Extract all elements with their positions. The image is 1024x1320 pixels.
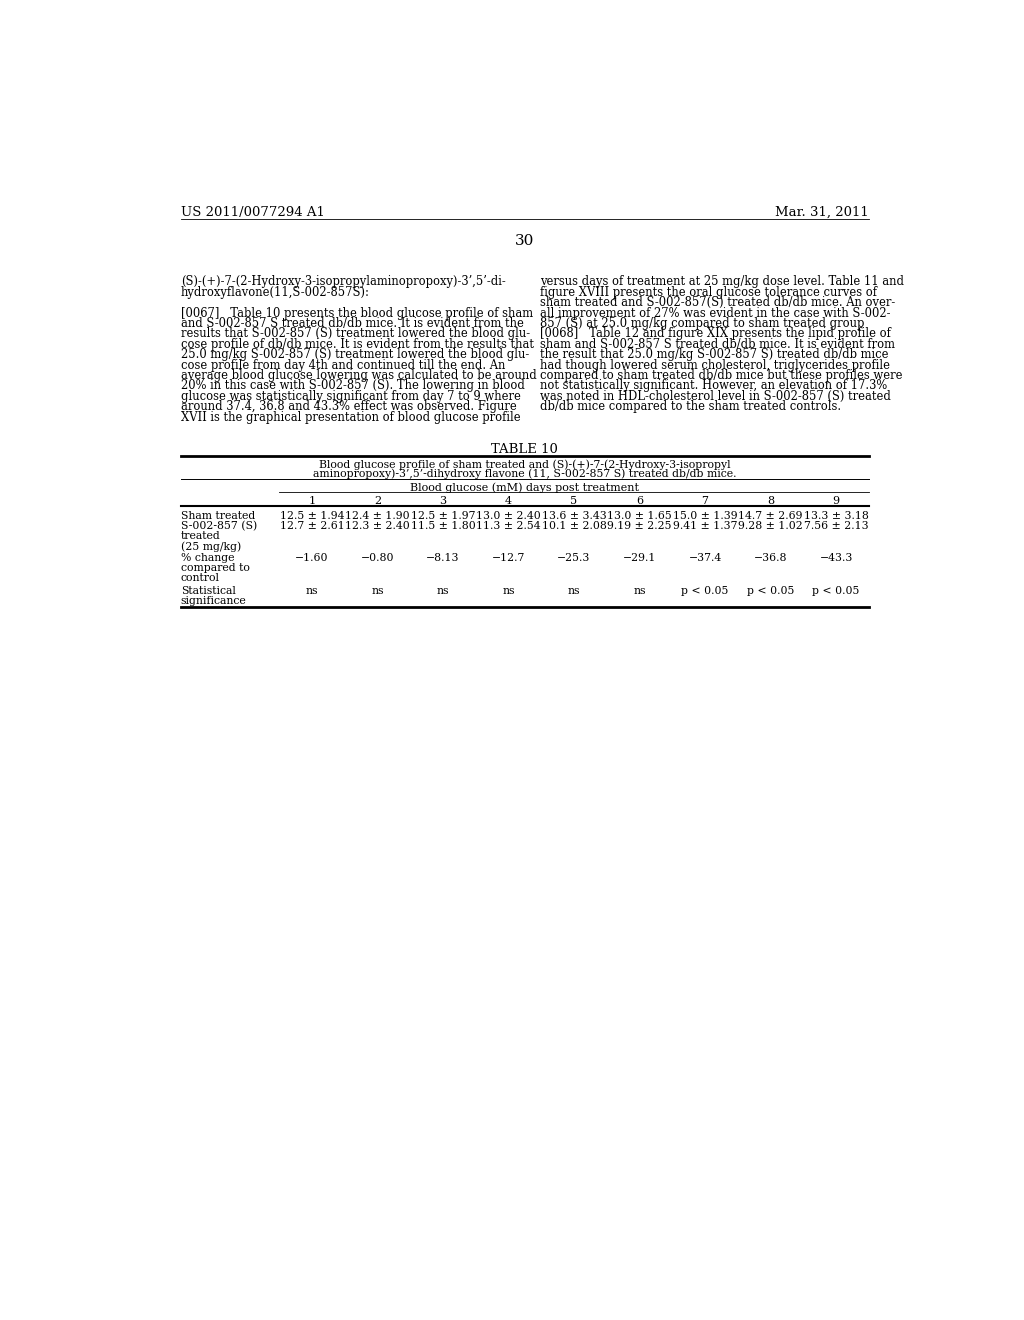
Text: 30: 30	[515, 234, 535, 248]
Text: ns: ns	[436, 586, 450, 595]
Text: −43.3: −43.3	[819, 553, 853, 564]
Text: control: control	[180, 573, 220, 583]
Text: 3: 3	[439, 496, 446, 506]
Text: Blood glucose (mM) days post treatment: Blood glucose (mM) days post treatment	[411, 483, 639, 494]
Text: 12.7 ± 2.61: 12.7 ± 2.61	[280, 521, 344, 531]
Text: (25 mg/kg): (25 mg/kg)	[180, 541, 241, 552]
Text: 7: 7	[701, 496, 709, 506]
Text: significance: significance	[180, 595, 247, 606]
Text: [0067]   Table 10 presents the blood glucose profile of sham: [0067] Table 10 presents the blood gluco…	[180, 306, 532, 319]
Text: ns: ns	[633, 586, 646, 595]
Text: 5: 5	[570, 496, 578, 506]
Text: not statistically significant. However, an elevation of 17.3%: not statistically significant. However, …	[541, 379, 888, 392]
Text: −29.1: −29.1	[623, 553, 656, 564]
Text: −1.60: −1.60	[295, 553, 329, 564]
Text: 1: 1	[308, 496, 315, 506]
Text: the result that 25.0 mg/kg S-002-857 S) treated db/db mice: the result that 25.0 mg/kg S-002-857 S) …	[541, 348, 889, 362]
Text: 857 (S) at 25.0 mg/kg compared to sham treated group: 857 (S) at 25.0 mg/kg compared to sham t…	[541, 317, 864, 330]
Text: −36.8: −36.8	[754, 553, 787, 564]
Text: ns: ns	[305, 586, 318, 595]
Text: sham and S-002-857 S treated db/db mice. It is evident from: sham and S-002-857 S treated db/db mice.…	[541, 338, 895, 351]
Text: −12.7: −12.7	[492, 553, 525, 564]
Text: 9.41 ± 1.37: 9.41 ± 1.37	[673, 521, 737, 531]
Text: Blood glucose profile of sham treated and (S)-(+)-7-(2-Hydroxy-3-isopropyl: Blood glucose profile of sham treated an…	[319, 459, 730, 470]
Text: −37.4: −37.4	[688, 553, 722, 564]
Text: 25.0 mg/kg S-002-857 (S) treatment lowered the blood glu-: 25.0 mg/kg S-002-857 (S) treatment lower…	[180, 348, 529, 362]
Text: p < 0.05: p < 0.05	[746, 586, 795, 595]
Text: 14.7 ± 2.69: 14.7 ± 2.69	[738, 511, 803, 521]
Text: versus days of treatment at 25 mg/kg dose level. Table 11 and: versus days of treatment at 25 mg/kg dos…	[541, 276, 904, 289]
Text: ns: ns	[371, 586, 384, 595]
Text: [0068]   Table 12 and figure XIX presents the lipid profile of: [0068] Table 12 and figure XIX presents …	[541, 327, 891, 341]
Text: results that S-002-857 (S) treatment lowered the blood glu-: results that S-002-857 (S) treatment low…	[180, 327, 529, 341]
Text: 2: 2	[374, 496, 381, 506]
Text: Sham treated: Sham treated	[180, 511, 255, 521]
Text: TABLE 10: TABLE 10	[492, 442, 558, 455]
Text: and S-002-857 S treated db/db mice. It is evident from the: and S-002-857 S treated db/db mice. It i…	[180, 317, 523, 330]
Text: figure XVIII presents the oral glucose tolerance curves of: figure XVIII presents the oral glucose t…	[541, 286, 878, 298]
Text: −25.3: −25.3	[557, 553, 591, 564]
Text: 11.3 ± 2.54: 11.3 ± 2.54	[476, 521, 541, 531]
Text: 13.6 ± 3.43: 13.6 ± 3.43	[542, 511, 606, 521]
Text: treated: treated	[180, 531, 220, 541]
Text: all improvement of 27% was evident in the case with S-002-: all improvement of 27% was evident in th…	[541, 306, 891, 319]
Text: Statistical: Statistical	[180, 586, 236, 595]
Text: db/db mice compared to the sham treated controls.: db/db mice compared to the sham treated …	[541, 400, 842, 413]
Text: ns: ns	[567, 586, 581, 595]
Text: around 37.4, 36.8 and 43.3% effect was observed. Figure: around 37.4, 36.8 and 43.3% effect was o…	[180, 400, 516, 413]
Text: 8: 8	[767, 496, 774, 506]
Text: 6: 6	[636, 496, 643, 506]
Text: 12.5 ± 1.94: 12.5 ± 1.94	[280, 511, 344, 521]
Text: average blood glucose lowering was calculated to be around: average blood glucose lowering was calcu…	[180, 370, 537, 381]
Text: 13.0 ± 2.40: 13.0 ± 2.40	[476, 511, 541, 521]
Text: 20% in this case with S-002-857 (S). The lowering in blood: 20% in this case with S-002-857 (S). The…	[180, 379, 524, 392]
Text: 13.0 ± 1.65: 13.0 ± 1.65	[607, 511, 672, 521]
Text: S-002-857 (S): S-002-857 (S)	[180, 521, 257, 532]
Text: 9.28 ± 1.02: 9.28 ± 1.02	[738, 521, 803, 531]
Text: sham treated and S-002-857(S) treated db/db mice. An over-: sham treated and S-002-857(S) treated db…	[541, 296, 896, 309]
Text: 9.19 ± 2.25: 9.19 ± 2.25	[607, 521, 672, 531]
Text: aminopropoxy)-3’,5’-dihydroxy flavone (11, S-002-857 S) treated db/db mice.: aminopropoxy)-3’,5’-dihydroxy flavone (1…	[313, 469, 736, 479]
Text: 9: 9	[833, 496, 840, 506]
Text: had though lowered serum cholesterol, triglycerides profile: had though lowered serum cholesterol, tr…	[541, 359, 890, 372]
Text: 12.4 ± 1.90: 12.4 ± 1.90	[345, 511, 410, 521]
Text: p < 0.05: p < 0.05	[812, 586, 860, 595]
Text: compared to sham treated db/db mice but these profiles were: compared to sham treated db/db mice but …	[541, 370, 903, 381]
Text: hydroxyflavone(11,S-002-857S):: hydroxyflavone(11,S-002-857S):	[180, 286, 370, 298]
Text: 12.3 ± 2.40: 12.3 ± 2.40	[345, 521, 410, 531]
Text: US 2011/0077294 A1: US 2011/0077294 A1	[180, 206, 325, 219]
Text: 12.5 ± 1.97: 12.5 ± 1.97	[411, 511, 475, 521]
Text: −8.13: −8.13	[426, 553, 460, 564]
Text: was noted in HDL-cholesterol level in S-002-857 (S) treated: was noted in HDL-cholesterol level in S-…	[541, 389, 891, 403]
Text: XVII is the graphical presentation of blood glucose profile: XVII is the graphical presentation of bl…	[180, 411, 520, 424]
Text: cose profile from day 4th and continued till the end. An: cose profile from day 4th and continued …	[180, 359, 505, 372]
Text: 15.0 ± 1.39: 15.0 ± 1.39	[673, 511, 737, 521]
Text: 7.56 ± 2.13: 7.56 ± 2.13	[804, 521, 868, 531]
Text: p < 0.05: p < 0.05	[681, 586, 729, 595]
Text: ns: ns	[502, 586, 515, 595]
Text: cose profile of db/db mice. It is evident from the results that: cose profile of db/db mice. It is eviden…	[180, 338, 534, 351]
Text: glucose was statistically significant from day 7 to 9 where: glucose was statistically significant fr…	[180, 389, 520, 403]
Text: compared to: compared to	[180, 564, 250, 573]
Text: (S)-(+)-7-(2-Hydroxy-3-isopropylaminopropoxy)-3’,5’-di-: (S)-(+)-7-(2-Hydroxy-3-isopropylaminopro…	[180, 276, 506, 289]
Text: Mar. 31, 2011: Mar. 31, 2011	[775, 206, 869, 219]
Text: 4: 4	[505, 496, 512, 506]
Text: 10.1 ± 2.08: 10.1 ± 2.08	[542, 521, 606, 531]
Text: −0.80: −0.80	[360, 553, 394, 564]
Text: % change: % change	[180, 553, 234, 564]
Text: 13.3 ± 3.18: 13.3 ± 3.18	[804, 511, 868, 521]
Text: 11.5 ± 1.80: 11.5 ± 1.80	[411, 521, 475, 531]
